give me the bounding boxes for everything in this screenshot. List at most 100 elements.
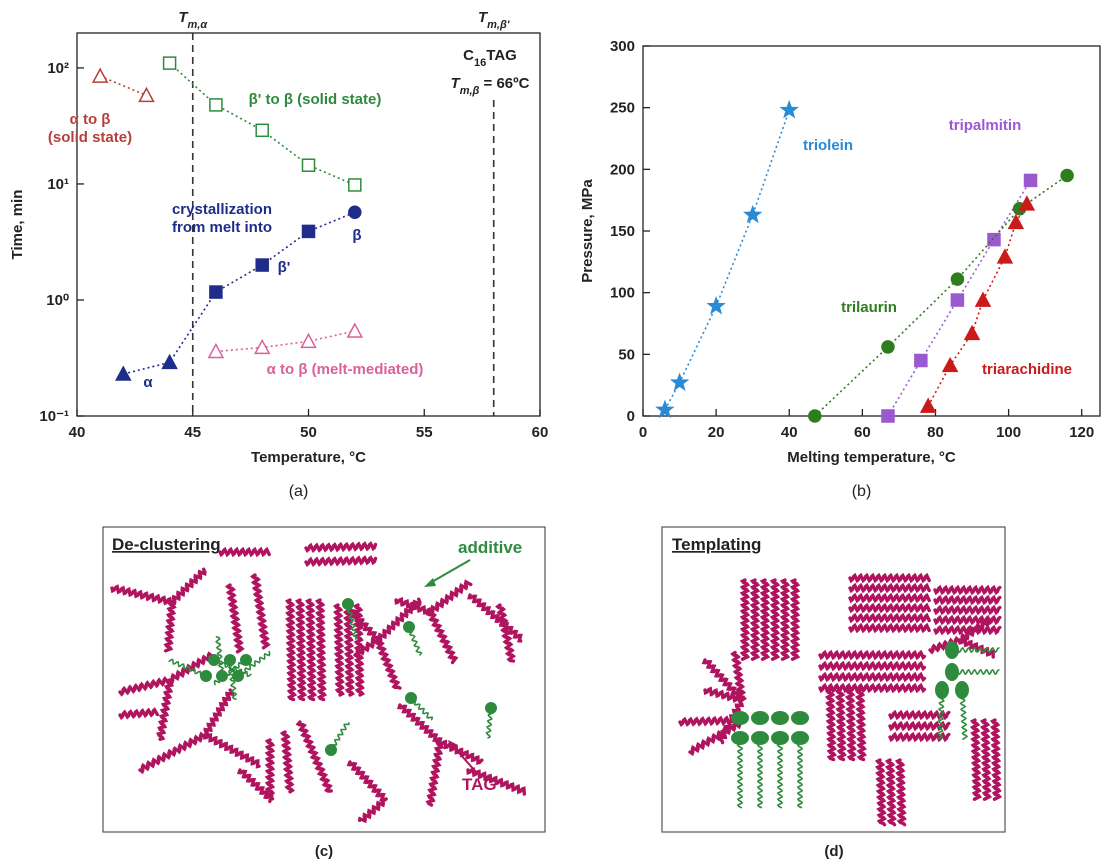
text-part: α to β — [70, 111, 111, 128]
marker — [915, 355, 927, 367]
marker — [93, 69, 107, 82]
marker — [348, 324, 362, 337]
additive — [771, 731, 789, 745]
marker — [965, 326, 979, 339]
marker — [951, 294, 963, 306]
diagram-title: Templating — [672, 535, 761, 554]
x-tick-label: 50 — [300, 424, 317, 441]
annotation: α to β (melt-mediated) — [267, 361, 424, 378]
additive — [935, 681, 949, 699]
text-part: (solid state) — [48, 129, 132, 146]
marker — [303, 159, 315, 171]
panel-label: (c) — [315, 843, 333, 860]
marker — [303, 225, 315, 237]
y-tick-label: 10¹ — [47, 176, 69, 193]
y-axis-title: Time, min — [9, 190, 26, 260]
text-part: = 66ºC — [479, 75, 529, 92]
y-tick-label: 200 — [610, 161, 635, 178]
annotation: triolein — [803, 137, 853, 154]
additive — [751, 711, 769, 725]
series-line — [665, 110, 789, 410]
x-tick-label: 40 — [69, 424, 86, 441]
y-tick-label: 300 — [610, 38, 635, 55]
chain — [268, 740, 273, 799]
additive — [945, 663, 959, 681]
annotation: β — [352, 227, 361, 244]
marker — [164, 57, 176, 69]
marker — [882, 341, 894, 353]
text-part: from melt into — [172, 219, 272, 236]
marker — [163, 355, 177, 368]
additive — [771, 711, 789, 725]
additive — [791, 731, 809, 745]
text-part: α to β (melt-mediated) — [267, 361, 424, 378]
additive — [403, 621, 415, 633]
marker — [256, 259, 268, 271]
reference-label: Tm,α — [178, 9, 208, 31]
series-line — [123, 212, 354, 374]
annotation: crystallization — [172, 201, 272, 218]
annotation: trilaurin — [841, 299, 897, 316]
text-part: tripalmitin — [949, 117, 1022, 134]
x-tick-label: 120 — [1069, 424, 1094, 441]
marker — [1061, 170, 1073, 182]
x-tick-label: 45 — [184, 424, 201, 441]
additive-label: additive — [458, 538, 522, 557]
additive — [485, 702, 497, 714]
text-part: triolein — [803, 137, 853, 154]
x-tick-label: 60 — [532, 424, 549, 441]
y-tick-label: 10² — [47, 60, 69, 77]
additive — [945, 641, 959, 659]
marker — [210, 99, 222, 111]
text-part: TAG — [486, 47, 517, 64]
marker — [943, 358, 957, 371]
figure: De-clustering additive TAG (c) Templatin… — [0, 0, 1108, 867]
text-part: triarachidine — [982, 361, 1072, 378]
text-part: m,β — [460, 85, 480, 97]
text-part: trilaurin — [841, 299, 897, 316]
text-part: m,α — [188, 19, 209, 31]
text-part: m,β' — [487, 19, 510, 31]
marker — [1025, 174, 1037, 186]
text-part: β' to β (solid state) — [249, 91, 382, 108]
x-tick-label: 60 — [854, 424, 871, 441]
annotation: α to β — [70, 111, 111, 128]
marker — [998, 250, 1012, 263]
annotation: triarachidine — [982, 361, 1072, 378]
series-line — [100, 76, 146, 95]
annotation: tripalmitin — [949, 117, 1022, 134]
y-tick-label: 10⁰ — [46, 292, 69, 309]
marker — [116, 367, 130, 380]
text-part: β' — [278, 259, 291, 276]
series-line — [216, 331, 355, 351]
x-tick-label: 20 — [708, 424, 725, 441]
marker — [349, 179, 361, 191]
marker — [210, 286, 222, 298]
diagram-declustering: De-clustering additive TAG (c) — [103, 527, 545, 860]
marker — [672, 375, 687, 390]
x-tick-label: 100 — [996, 424, 1021, 441]
series-line — [815, 176, 1067, 417]
panel-label: (a) — [289, 483, 309, 500]
annotation: α — [143, 374, 153, 391]
y-tick-label: 50 — [618, 346, 635, 363]
x-tick-label: 0 — [639, 424, 647, 441]
y-tick-label: 10⁻¹ — [39, 408, 69, 425]
marker — [709, 298, 724, 313]
marker — [349, 206, 361, 218]
annotation: (solid state) — [48, 129, 132, 146]
marker — [256, 124, 268, 136]
additive — [200, 670, 212, 682]
additive — [955, 681, 969, 699]
additive — [342, 598, 354, 610]
additive — [325, 744, 337, 756]
marker — [809, 410, 821, 422]
text-part: 16 — [474, 57, 486, 69]
marker — [139, 88, 153, 101]
annotation: Tm,β = 66ºC — [451, 75, 530, 97]
additive — [405, 692, 417, 704]
diagram-title: De-clustering — [112, 535, 221, 554]
text-part: C — [463, 47, 474, 64]
additive — [751, 731, 769, 745]
annotation: C16TAG — [463, 47, 517, 69]
